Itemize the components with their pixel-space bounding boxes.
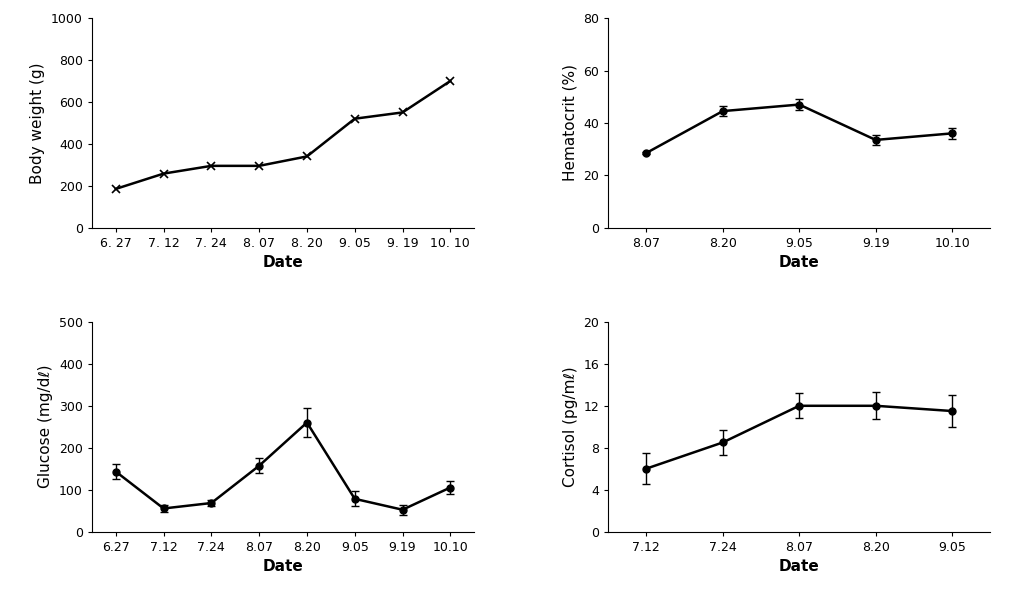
X-axis label: Date: Date	[262, 255, 303, 270]
Y-axis label: Body weight (g): Body weight (g)	[31, 62, 45, 184]
X-axis label: Date: Date	[262, 559, 303, 574]
Y-axis label: Hematocrit (%): Hematocrit (%)	[563, 65, 578, 181]
Y-axis label: Glucose (mg/dℓ): Glucose (mg/dℓ)	[39, 365, 53, 489]
X-axis label: Date: Date	[779, 559, 820, 574]
X-axis label: Date: Date	[779, 255, 820, 270]
Y-axis label: Cortisol (pg/mℓ): Cortisol (pg/mℓ)	[563, 367, 578, 487]
